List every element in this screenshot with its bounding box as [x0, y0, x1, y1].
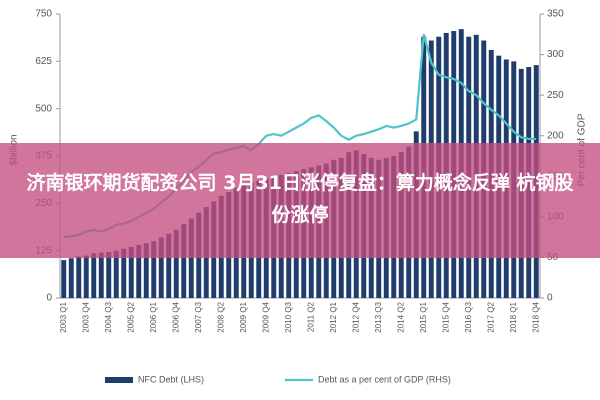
bar — [188, 218, 194, 298]
bar — [68, 258, 74, 298]
bar — [91, 253, 97, 298]
bar — [173, 229, 179, 298]
x-tick-label: 2016 Q3 — [464, 301, 473, 332]
y2-tick-label: 0 — [547, 293, 553, 304]
legend-label: Debt as a per cent of GDP (RHS) — [318, 374, 451, 384]
x-tick-label: 2004 Q3 — [104, 301, 113, 332]
bar — [143, 243, 149, 298]
bar — [106, 251, 112, 298]
banner: 济南银环期货配资公司 3月31日涨停复盘：算力概念反弹 杭钢股份涨停 — [0, 143, 600, 258]
x-tick-label: 2012 Q4 — [351, 301, 360, 332]
bar — [181, 224, 187, 298]
x-tick-label: 2013 Q3 — [374, 301, 383, 332]
x-tick-label: 2006 Q4 — [171, 301, 180, 332]
y-tick-label: 0 — [46, 293, 52, 304]
y-tick-label: 750 — [35, 9, 52, 20]
x-tick-label: 2007 Q3 — [194, 301, 203, 332]
y2-tick-label: 350 — [547, 9, 564, 20]
bar — [83, 255, 89, 298]
bar — [151, 241, 157, 298]
banner-text: 济南银环期货配资公司 3月31日涨停复盘：算力概念反弹 杭钢股份涨停 — [26, 172, 574, 226]
x-tick-label: 2005 Q2 — [126, 301, 135, 332]
x-tick-label: 2009 Q1 — [239, 301, 248, 332]
x-tick-label: 2003 Q4 — [81, 301, 90, 332]
bar — [166, 233, 172, 298]
legend-label: NFC Debt (LHS) — [138, 374, 204, 384]
x-tick-label: 2008 Q2 — [216, 301, 225, 332]
x-tick-label: 2015 Q1 — [419, 301, 428, 332]
y2-tick-label: 300 — [547, 49, 564, 60]
bar — [121, 248, 127, 298]
bar — [113, 250, 119, 298]
legend-swatch — [105, 377, 133, 383]
x-tick-label: 2017 Q2 — [486, 301, 495, 332]
y-tick-label: 625 — [35, 56, 52, 67]
bar — [136, 244, 142, 298]
x-tick-label: 2012 Q1 — [329, 301, 338, 332]
x-tick-label: 2014 Q2 — [396, 301, 405, 332]
x-tick-label: 2018 Q4 — [531, 301, 540, 332]
bar — [158, 237, 164, 298]
x-tick-label: 2006 Q1 — [149, 301, 158, 332]
x-tick-label: 2010 Q3 — [284, 301, 293, 332]
y-tick-label: 500 — [35, 103, 52, 114]
bar — [98, 252, 104, 298]
x-tick-label: 2011 Q2 — [306, 301, 315, 332]
y2-tick-label: 250 — [547, 90, 564, 101]
x-tick-label: 2015 Q4 — [441, 301, 450, 332]
y2-tick-label: 200 — [547, 130, 564, 141]
x-tick-label: 2009 Q4 — [261, 301, 270, 332]
x-tick-label: 2003 Q1 — [59, 301, 68, 332]
bar — [128, 246, 134, 298]
x-tick-label: 2018 Q1 — [509, 301, 518, 332]
bar — [76, 256, 82, 298]
bar — [61, 260, 67, 298]
